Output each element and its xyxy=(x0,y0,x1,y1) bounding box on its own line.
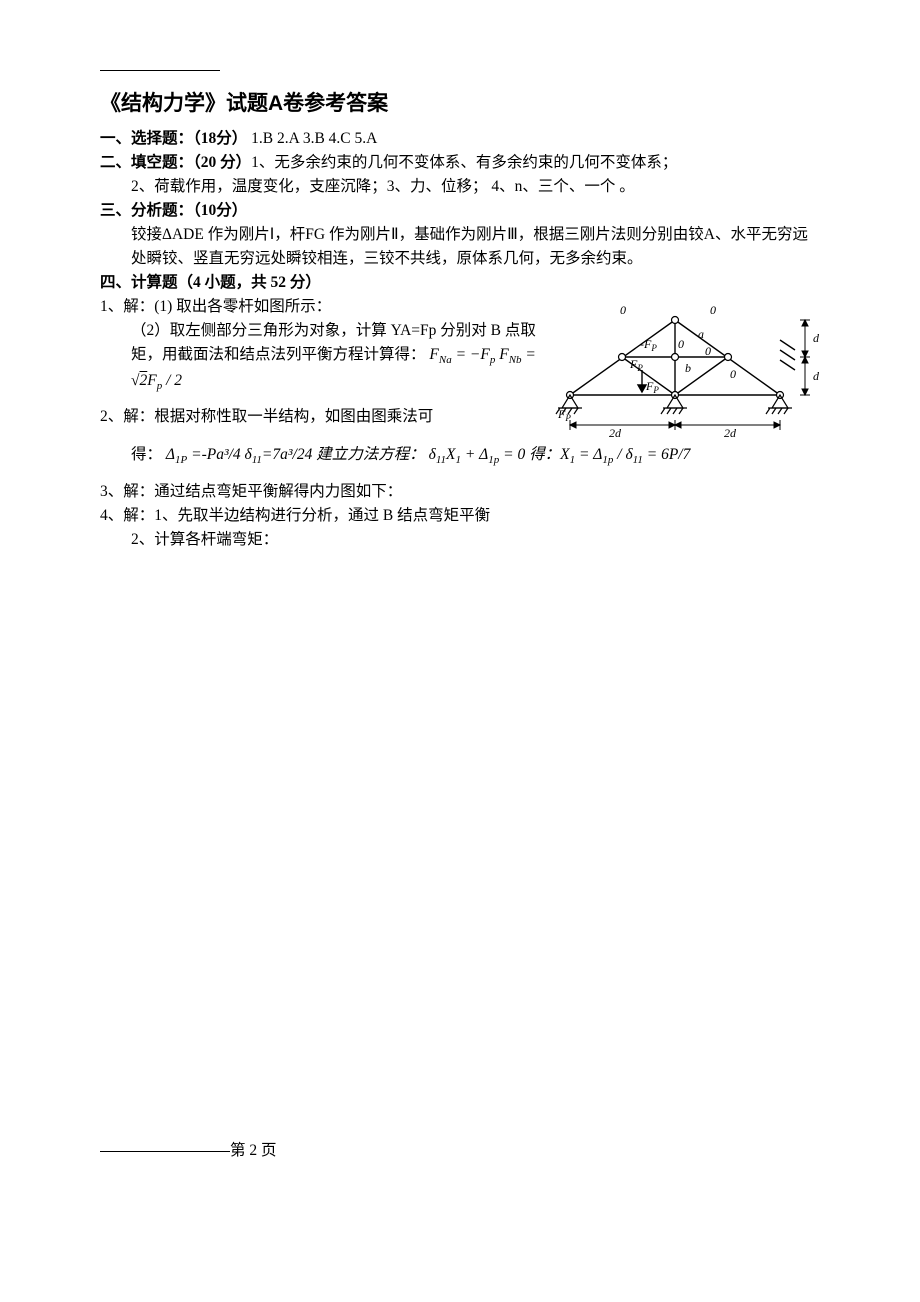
lbl-b: b xyxy=(685,361,691,375)
lbl-d1: d xyxy=(813,331,820,345)
truss-figure: 0 0 0 0 0 a b -FP FP FP FP 2d 2d d d xyxy=(550,300,830,440)
lbl-negFp: -FP xyxy=(640,337,657,353)
f-eqA: =-Pa³/4 δ xyxy=(187,446,252,463)
f-eq1: = −F xyxy=(452,346,490,363)
f-eq2: = xyxy=(522,346,536,363)
top-rule xyxy=(100,70,220,71)
q4b: 2、计算各杆端弯矩： xyxy=(100,528,820,552)
q2-line2: 得： Δ1P =-Pa³/4 δ11=7a³/24 建立力法方程： δ11X1 … xyxy=(100,443,820,469)
f-eqF: = 0 得：X xyxy=(499,446,569,463)
lbl-d2: d xyxy=(813,369,820,383)
lbl-zero4: 0 xyxy=(705,344,711,358)
f-FNb-sub: Nb xyxy=(509,354,522,366)
f-D1P-sub: 1P xyxy=(175,455,187,467)
footer-text: 第 2 页 xyxy=(230,1142,277,1159)
f-eqB: =7a³/24 建立力法方程： xyxy=(262,446,425,463)
f-eqG: = Δ xyxy=(575,446,602,463)
f-D1P: Δ xyxy=(166,446,175,463)
lbl-2d-1: 2d xyxy=(609,426,622,440)
f-eqH: / δ xyxy=(613,446,632,463)
section-3: 三、分析题：（10分） 铰接ΔADE 作为刚片Ⅰ，杆FG 作为刚片Ⅱ，基础作为刚… xyxy=(100,199,820,271)
f-eqC: δ xyxy=(429,446,436,463)
f-eqH-sub: 11 xyxy=(633,455,643,467)
s2-line2: 2、荷载作用，温度变化，支座沉降；3、力、位移； 4、n、三个、一个 。 xyxy=(100,175,820,199)
s2-head: 二、填空题：（20 分） xyxy=(100,154,251,171)
f-eqI: = 6P/7 xyxy=(643,446,690,463)
f-Fp2: F xyxy=(147,372,156,389)
q2-formula: Δ1P =-Pa³/4 δ11=7a³/24 建立力法方程： δ11X1 + Δ… xyxy=(166,446,690,463)
f-FNa: F xyxy=(429,346,438,363)
f-eqE-sub: 1p xyxy=(488,455,499,467)
q1-line2: （2）取左侧部分三角形为对象，计算 YA=Fp 分别对 B 点取矩，用截面法和结… xyxy=(100,319,540,395)
s1-head: 一、选择题：（18分） xyxy=(100,130,247,147)
lbl-zero2: 0 xyxy=(710,303,716,317)
lbl-2d-2: 2d xyxy=(724,426,737,440)
s2-line1: 1、无多余约束的几何不变体系、有多余约束的几何不变体系； xyxy=(251,154,677,171)
footer-rule xyxy=(100,1151,230,1152)
q2-pre: 得： xyxy=(131,446,162,463)
lbl-zero5: 0 xyxy=(730,367,736,381)
f-FNa-sub: Na xyxy=(439,354,452,366)
f-div2: / 2 xyxy=(162,372,182,389)
lbl-zero3: 0 xyxy=(678,337,684,351)
f-d11-sub: 11 xyxy=(252,455,262,467)
s4-head: 四、计算题（4 小题，共 52 分） xyxy=(100,271,820,295)
page-footer: 第 2 页 xyxy=(100,1138,820,1160)
q3: 3、解：通过结点弯矩平衡解得内力图如下： xyxy=(100,480,820,504)
doc-title: 《结构力学》试题A卷参考答案 xyxy=(100,87,820,117)
lbl-zero1: 0 xyxy=(620,303,626,317)
s1-answers: 1.B 2.A 3.B 4.C 5.A xyxy=(247,130,377,147)
f-FNb: F xyxy=(495,346,508,363)
lbl-a: a xyxy=(698,327,704,341)
f-eqC-sub: 11 xyxy=(436,455,446,467)
s3-head: 三、分析题：（10分） xyxy=(100,199,820,223)
section-2: 二、填空题：（20 分）1、无多余约束的几何不变体系、有多余约束的几何不变体系；… xyxy=(100,151,820,199)
f-eqE: + Δ xyxy=(461,446,488,463)
q4a: 4、解：1、先取半边结构进行分析，通过 B 结点弯矩平衡 xyxy=(100,504,820,528)
s3-body: 铰接ΔADE 作为刚片Ⅰ，杆FG 作为刚片Ⅱ，基础作为刚片Ⅲ，根据三刚片法则分别… xyxy=(100,223,820,271)
lbl-Fp3: FP xyxy=(557,407,571,423)
section-1: 一、选择题：（18分） 1.B 2.A 3.B 4.C 5.A xyxy=(100,127,820,151)
f-eqG-sub: 1p xyxy=(602,455,613,467)
lbl-Fp1: FP xyxy=(629,357,643,373)
